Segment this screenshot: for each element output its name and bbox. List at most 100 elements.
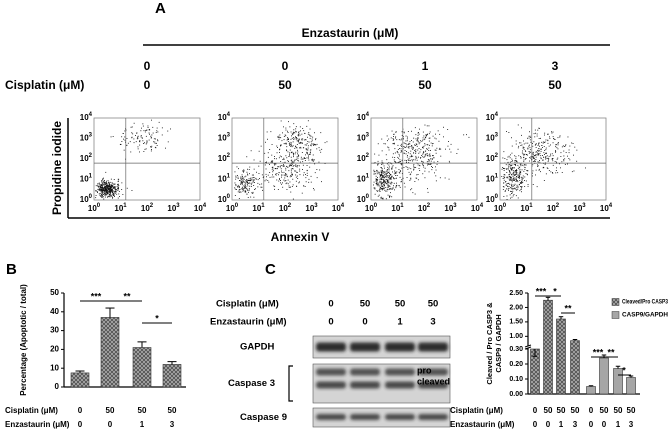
event-dot bbox=[270, 161, 272, 163]
event-dot bbox=[388, 138, 390, 140]
event-dot bbox=[503, 174, 505, 175]
event-dot bbox=[381, 189, 383, 191]
event-dot bbox=[318, 147, 320, 149]
event-dot bbox=[392, 156, 394, 158]
y-tick-label: 2.50 bbox=[509, 290, 523, 297]
event-dot bbox=[105, 185, 107, 187]
event-dot bbox=[424, 137, 426, 138]
event-dot bbox=[434, 172, 435, 174]
event-dot bbox=[542, 147, 543, 148]
tick-base: 10 bbox=[600, 204, 609, 213]
event-dot bbox=[290, 170, 292, 172]
tick-exponent: 2 bbox=[556, 203, 560, 209]
event-dot bbox=[381, 163, 382, 165]
event-dot bbox=[258, 165, 260, 167]
event-dot bbox=[112, 185, 113, 187]
event-dot bbox=[532, 145, 534, 147]
event-dot bbox=[535, 159, 537, 160]
event-dot bbox=[271, 169, 273, 171]
tick-base: 10 bbox=[471, 204, 480, 213]
event-dot bbox=[97, 186, 99, 187]
event-dot bbox=[384, 181, 386, 183]
event-dot bbox=[146, 140, 148, 142]
event-dot bbox=[377, 182, 379, 184]
event-dot bbox=[247, 197, 249, 198]
event-dot bbox=[556, 144, 557, 146]
event-dot bbox=[283, 179, 285, 181]
tick-base: 10 bbox=[444, 204, 453, 213]
blot-label: GAPDH bbox=[240, 342, 274, 353]
event-dot bbox=[514, 170, 516, 172]
event-dot bbox=[401, 138, 403, 140]
event-dot bbox=[383, 176, 385, 178]
event-dot bbox=[386, 182, 388, 184]
dose-label: 50 bbox=[360, 299, 371, 310]
event-dot bbox=[108, 188, 109, 190]
tick-exponent: 2 bbox=[288, 203, 292, 209]
event-dot bbox=[515, 165, 517, 166]
event-dot bbox=[416, 157, 418, 159]
event-dot bbox=[509, 170, 511, 172]
event-dot bbox=[381, 185, 382, 187]
event-dot bbox=[104, 186, 106, 188]
significance-label: ** bbox=[607, 347, 615, 357]
event-dot bbox=[98, 193, 100, 195]
event-dot bbox=[405, 153, 407, 155]
event-dot bbox=[521, 169, 523, 171]
event-dot bbox=[375, 178, 377, 180]
event-dot bbox=[292, 174, 293, 176]
event-dot bbox=[296, 166, 298, 168]
event-dot bbox=[514, 174, 516, 176]
event-dot bbox=[324, 142, 326, 144]
event-dot bbox=[125, 141, 126, 143]
event-dot bbox=[112, 196, 114, 198]
event-dot bbox=[291, 159, 293, 161]
axis-title: Annexin V bbox=[271, 230, 330, 244]
plot-frame bbox=[370, 117, 478, 201]
event-dot bbox=[104, 192, 105, 194]
event-dot bbox=[427, 155, 429, 157]
tick-label: 102 bbox=[141, 203, 154, 214]
event-dot bbox=[400, 148, 402, 150]
event-dot bbox=[537, 161, 539, 163]
event-dot bbox=[509, 161, 511, 163]
event-dot bbox=[315, 139, 316, 141]
event-dot bbox=[289, 181, 291, 183]
event-dot bbox=[373, 184, 374, 186]
event-dot bbox=[156, 130, 158, 132]
event-dot bbox=[530, 156, 532, 158]
event-dot bbox=[538, 128, 540, 129]
event-dot bbox=[284, 177, 286, 179]
event-dot bbox=[386, 180, 388, 182]
event-dot bbox=[387, 181, 389, 183]
event-dot bbox=[295, 170, 297, 172]
event-dot bbox=[523, 159, 525, 161]
event-dot bbox=[112, 186, 114, 188]
event-dot bbox=[386, 163, 388, 165]
event-dot bbox=[242, 181, 244, 183]
event-dot bbox=[130, 151, 132, 153]
event-dot bbox=[519, 183, 520, 185]
event-dot bbox=[241, 187, 243, 189]
event-dot bbox=[279, 137, 281, 139]
event-dot bbox=[269, 176, 271, 178]
event-dot bbox=[294, 132, 296, 134]
event-dot bbox=[529, 139, 531, 141]
event-dot bbox=[235, 175, 237, 177]
event-dot bbox=[515, 160, 517, 162]
event-dot bbox=[249, 173, 250, 175]
x-tick-label: 0 bbox=[533, 406, 538, 415]
y-tick-label: 0.10 bbox=[509, 376, 523, 383]
event-dot bbox=[392, 138, 394, 139]
event-dot bbox=[241, 181, 243, 183]
event-dot bbox=[416, 139, 418, 141]
event-dot bbox=[269, 149, 271, 150]
panel-label: B bbox=[6, 261, 17, 278]
event-dot bbox=[422, 161, 424, 163]
event-dot bbox=[516, 160, 518, 162]
event-dot bbox=[99, 194, 101, 196]
event-dot bbox=[389, 173, 391, 175]
y-tick-label: 50 bbox=[50, 288, 59, 297]
event-dot bbox=[291, 142, 292, 144]
event-dot bbox=[395, 167, 397, 169]
